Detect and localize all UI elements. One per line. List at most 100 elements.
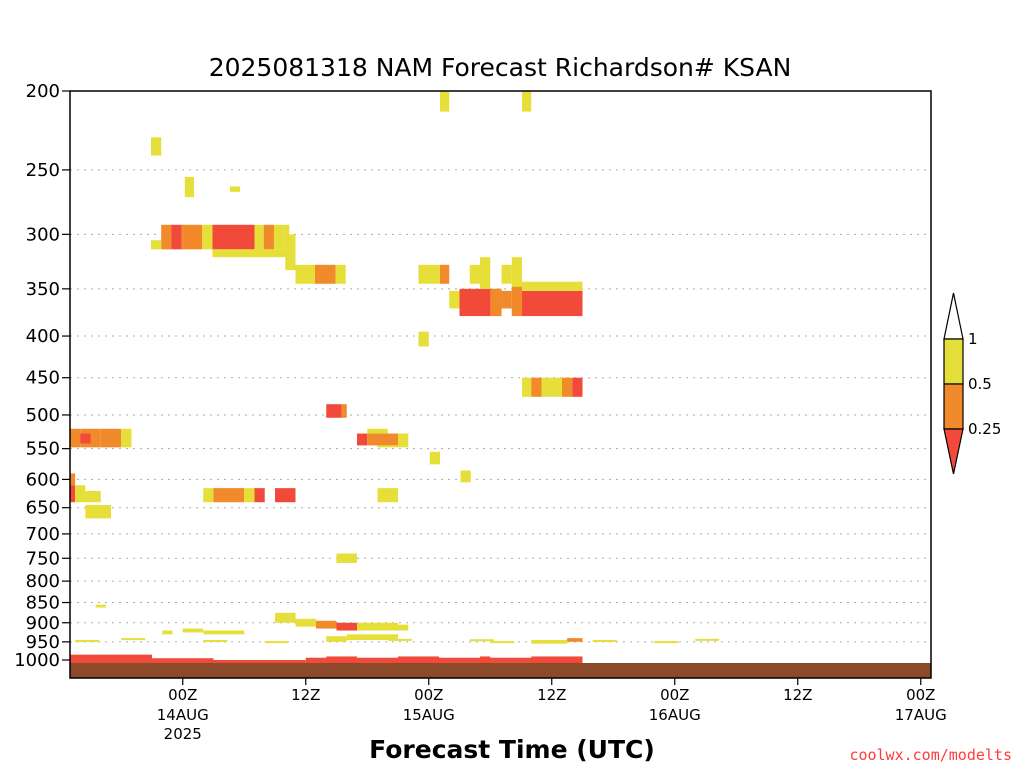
legend-swatch-0.25-0.5 xyxy=(943,383,964,430)
y-tick-250: 250 xyxy=(26,160,60,181)
data-cells xyxy=(70,91,720,664)
data-cell xyxy=(273,224,285,250)
data-cell xyxy=(150,240,162,250)
data-cell xyxy=(244,488,255,503)
data-cell xyxy=(70,473,76,486)
data-cell xyxy=(213,488,245,503)
legend-label-0.5: 0.5 xyxy=(968,375,992,393)
y-tick-300: 300 xyxy=(26,224,60,245)
y-tick-200: 200 xyxy=(26,81,60,102)
y-tick-1000: 1000 xyxy=(14,650,60,671)
data-cell xyxy=(202,224,213,250)
data-cell xyxy=(75,485,86,503)
data-cell xyxy=(85,504,111,519)
data-cell xyxy=(75,640,100,643)
legend-swatch-0.5-1 xyxy=(943,338,964,385)
data-cell xyxy=(171,224,182,250)
credit-text: coolwx.com/modelts xyxy=(849,746,1012,764)
data-cell xyxy=(440,91,450,112)
data-cell xyxy=(398,433,409,446)
y-axis-ticks: 200 250 300 350 400 450 500 550 600 650 700 7508008… xyxy=(14,81,70,671)
data-cell xyxy=(695,638,720,641)
y-tick-600: 600 xyxy=(26,469,60,490)
data-cell xyxy=(70,428,81,448)
data-cell xyxy=(254,488,265,503)
legend-swatch-above-1 xyxy=(943,292,964,340)
data-cell xyxy=(377,445,409,448)
layer-gap xyxy=(357,655,398,658)
y-tick-750: 750 xyxy=(26,548,60,569)
x-tick-date: 16AUG xyxy=(649,706,701,724)
data-cell xyxy=(341,404,347,418)
x-tick-label: 00Z xyxy=(906,686,935,704)
data-cell xyxy=(314,264,336,284)
data-cell xyxy=(501,264,512,284)
data-cell xyxy=(490,288,502,317)
y-tick-800: 800 xyxy=(26,571,60,592)
ground-band xyxy=(70,663,931,678)
x-tick-label: 12Z xyxy=(783,686,812,704)
data-cell xyxy=(212,224,255,250)
data-cell xyxy=(367,428,388,434)
ground-surface xyxy=(70,663,931,678)
data-cell xyxy=(100,428,122,448)
data-cell xyxy=(336,622,357,631)
data-cell xyxy=(418,656,583,664)
data-cell xyxy=(460,470,471,483)
data-cell xyxy=(490,641,515,644)
layer-gap xyxy=(295,655,327,658)
x-tick-year: 2025 xyxy=(164,725,202,743)
data-cell xyxy=(285,234,296,271)
data-cell xyxy=(522,290,583,317)
legend: 1 0.5 0.25 xyxy=(943,292,1001,475)
data-cell xyxy=(229,186,241,192)
data-cell xyxy=(522,91,532,112)
data-cell xyxy=(511,286,523,317)
data-cell xyxy=(264,641,289,644)
chart-title: 2025081318 NAM Forecast Richardson# KSAN xyxy=(209,53,792,82)
y-tick-900: 900 xyxy=(26,613,60,634)
data-cell xyxy=(572,377,583,397)
data-cell xyxy=(541,377,562,397)
data-cell xyxy=(121,638,146,641)
data-cell xyxy=(440,264,450,284)
data-cell xyxy=(531,377,542,397)
y-tick-700: 700 xyxy=(26,524,60,545)
data-cell xyxy=(213,660,306,664)
layer-gap xyxy=(439,655,480,658)
data-cell xyxy=(275,488,296,503)
y-tick-850: 850 xyxy=(26,593,60,614)
x-tick-label: 00Z xyxy=(660,686,689,704)
data-cell xyxy=(152,658,214,664)
data-cell xyxy=(326,404,342,418)
data-cell xyxy=(418,264,441,284)
data-cell xyxy=(522,377,532,397)
data-cell xyxy=(161,224,172,250)
x-tick-label: 00Z xyxy=(168,686,197,704)
data-cell xyxy=(326,636,347,642)
data-cell xyxy=(377,488,398,503)
legend-label-1: 1 xyxy=(968,330,978,348)
data-cell xyxy=(150,137,162,156)
data-cell xyxy=(469,639,494,642)
data-cell xyxy=(184,176,195,198)
data-cell xyxy=(567,638,583,642)
data-cell xyxy=(398,624,409,631)
data-cell xyxy=(429,451,441,465)
data-cell xyxy=(469,264,480,284)
data-cell xyxy=(531,640,568,644)
data-cell xyxy=(181,224,203,250)
data-cell xyxy=(654,641,679,644)
layer-gap xyxy=(152,655,204,658)
data-cell xyxy=(357,433,368,446)
data-cell xyxy=(295,618,316,627)
data-cell xyxy=(121,428,132,448)
data-cell xyxy=(295,264,315,284)
data-cell xyxy=(95,604,106,608)
data-cell xyxy=(212,249,290,258)
x-tick-label: 12Z xyxy=(291,686,320,704)
data-cell xyxy=(316,620,337,629)
data-cell xyxy=(203,488,214,503)
